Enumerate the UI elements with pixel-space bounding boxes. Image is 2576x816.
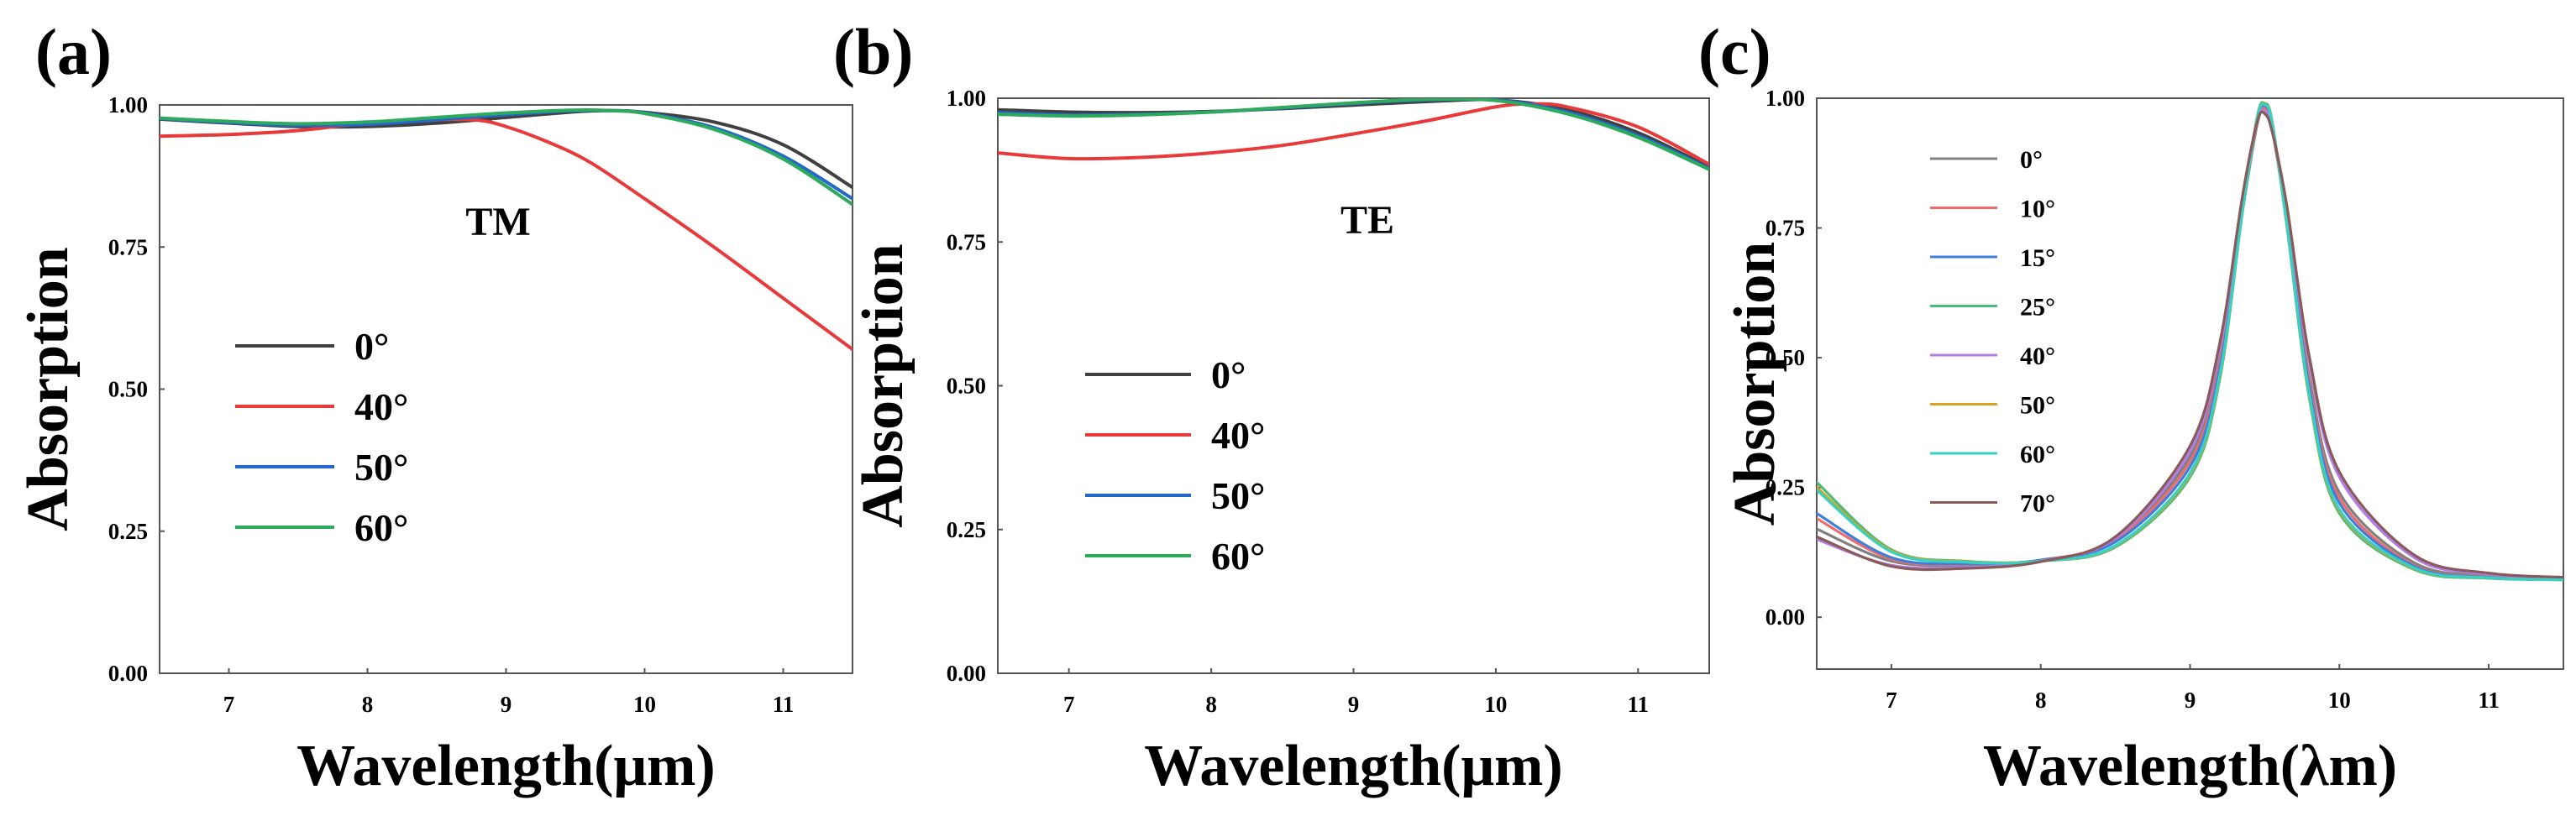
x-tick-label-8: 8 — [1205, 692, 1217, 717]
plot-frame — [159, 104, 853, 674]
series-group — [998, 98, 1709, 171]
x-tick-label-10: 10 — [2328, 688, 2351, 713]
legend-label-25: 25° — [2020, 294, 2055, 322]
y-tick-label-100: 1.00 — [108, 92, 148, 118]
panel-letter: (c) — [1698, 15, 1771, 88]
legend-label-60: 60° — [1211, 535, 1265, 578]
x-tick-label-8: 8 — [362, 692, 374, 717]
y-axis-title: Absorption — [16, 247, 81, 531]
panel-letter: (a) — [35, 15, 112, 88]
panel-a: (a) 0.00 0.25 0.50 0.75 1.00 7 8 9 10 11 Absorption… — [16, 15, 853, 798]
y-tick-label-025: 0.25 — [1765, 475, 1805, 500]
series-line-50 — [1817, 102, 2563, 582]
legend-label-50: 50° — [2020, 392, 2055, 420]
x-tick-label-10: 10 — [1484, 692, 1507, 717]
y-tick-label-050: 0.50 — [947, 374, 986, 399]
legend: 0° 40° 50° 60° — [1085, 353, 1265, 578]
x-tick-label-7: 7 — [1886, 688, 1897, 713]
x-tick-label-10: 10 — [633, 692, 656, 717]
x-axis-title: Wavelength(μm) — [296, 734, 716, 798]
legend-label-40: 40° — [354, 385, 408, 428]
mode-label: TM — [465, 200, 530, 244]
series-line-60 — [160, 107, 853, 207]
y-axis-title: Absorption — [1723, 242, 1787, 526]
y-tick-label-100: 1.00 — [1765, 86, 1805, 111]
series-line-40 — [1817, 108, 2563, 579]
legend: 0° 40° 50° 60° — [235, 325, 408, 549]
legend-label-60: 60° — [2020, 441, 2055, 468]
x-tick-label-11: 11 — [773, 692, 795, 717]
series-line-0 — [1817, 108, 2563, 580]
series-line-60 — [998, 98, 1709, 171]
series-group — [160, 107, 853, 352]
y-tick-label-075: 0.75 — [947, 229, 986, 254]
legend-label-0: 0° — [1211, 353, 1246, 396]
y-axis-title: Absorption — [851, 243, 916, 527]
series-line-40 — [998, 102, 1709, 166]
y-tick-label-025: 0.25 — [947, 517, 986, 542]
panel-c: (c) 0.00 0.25 0.50 0.75 1.00 7 8 9 10 11 Absorption… — [1698, 15, 2564, 798]
y-tick-label-000: 0.00 — [108, 661, 148, 686]
legend-label-50: 50° — [1211, 474, 1265, 517]
x-tick-label-8: 8 — [2035, 688, 2047, 713]
series-line-60 — [1817, 102, 2563, 582]
series-line-70 — [1817, 110, 2563, 579]
series-line-40 — [160, 118, 853, 352]
series-line-15 — [1817, 103, 2563, 581]
x-tick-label-9: 9 — [1348, 692, 1360, 717]
legend-label-15: 15° — [2020, 244, 2055, 272]
y-tick-label-000: 0.00 — [1765, 604, 1805, 630]
panel-b: (b) 0.00 0.25 0.50 0.75 1.00 7 8 9 10 11 Absorption… — [833, 15, 1710, 798]
y-tick-label-025: 0.25 — [108, 519, 148, 544]
x-tick-label-11: 11 — [2478, 688, 2500, 713]
plot-frame — [997, 97, 1710, 674]
series-line-0 — [998, 98, 1709, 170]
legend: 0° 10° 15° 25° 40° 50° 60° 70° — [1930, 146, 2055, 518]
series-line-10 — [1817, 106, 2563, 581]
legend-label-70: 70° — [2020, 490, 2055, 518]
series-line-25 — [1817, 101, 2563, 582]
legend-label-50: 50° — [354, 446, 408, 489]
y-tick-label-075: 0.75 — [1765, 216, 1805, 241]
y-tick-label-100: 1.00 — [947, 86, 986, 111]
series-group — [1817, 101, 2563, 582]
mode-label: TE — [1340, 198, 1394, 243]
x-tick-label-7: 7 — [1063, 692, 1075, 717]
x-axis-title: Wavelength(λm) — [1983, 734, 2397, 798]
legend-label-40: 40° — [1211, 414, 1265, 457]
x-tick-label-7: 7 — [223, 692, 235, 717]
y-tick-label-050: 0.50 — [1765, 345, 1805, 370]
y-tick-label-050: 0.50 — [108, 377, 148, 402]
legend-label-0: 0° — [354, 325, 389, 368]
legend-label-60: 60° — [354, 506, 408, 549]
legend-label-0: 0° — [2020, 146, 2043, 174]
plot-frame — [1816, 97, 2564, 670]
legend-label-40: 40° — [2020, 343, 2055, 370]
x-tick-label-11: 11 — [1628, 692, 1650, 717]
x-tick-label-9: 9 — [2185, 688, 2196, 713]
x-axis-title: Wavelength(μm) — [1144, 734, 1563, 798]
panel-letter: (b) — [833, 15, 913, 88]
y-tick-label-000: 0.00 — [947, 661, 986, 686]
x-tick-label-9: 9 — [501, 692, 512, 717]
legend-label-10: 10° — [2020, 196, 2055, 223]
y-tick-label-075: 0.75 — [108, 234, 148, 259]
